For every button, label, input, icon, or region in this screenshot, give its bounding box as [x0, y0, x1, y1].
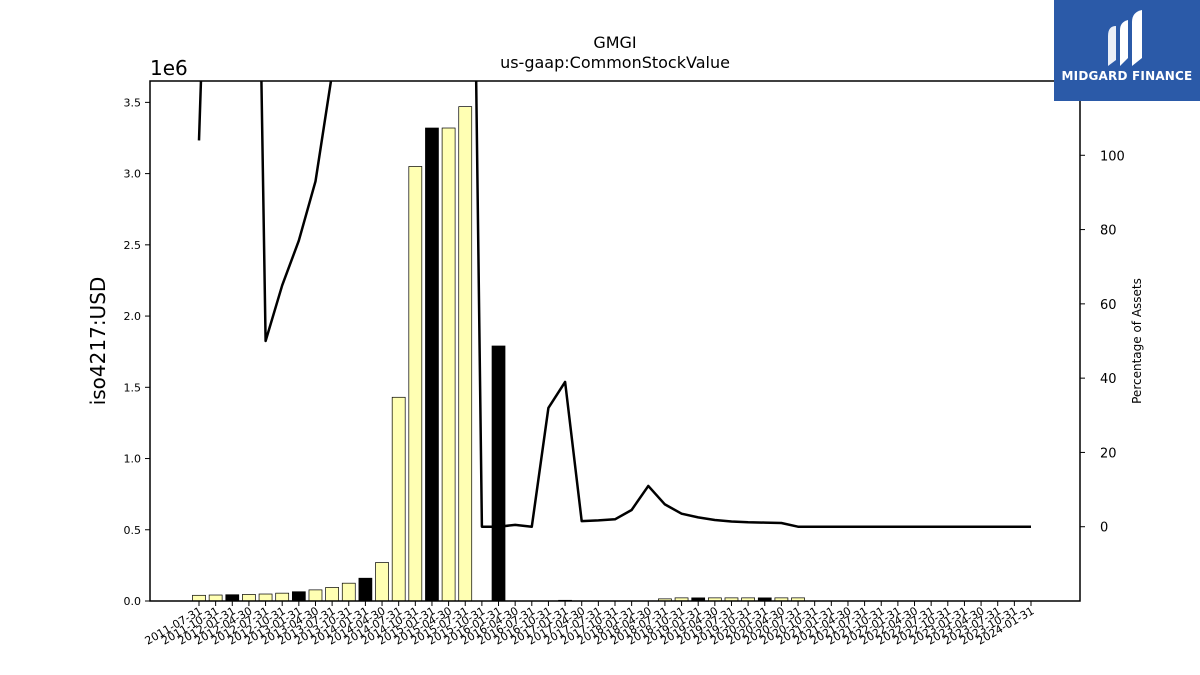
x-axis: 2011-07-312011-10-312012-01-312012-04-30…: [143, 601, 1037, 648]
bar-2019-07-31: [724, 597, 739, 601]
y-tick-label: 3.5: [124, 96, 142, 109]
y-tick-label: 2.5: [124, 239, 142, 252]
bar-2013-01-31: [291, 591, 306, 601]
logo-text: MIDGARD FINANCE: [1061, 69, 1193, 83]
y-tick-label: 2.0: [124, 310, 142, 323]
bar-2012-10-31: [275, 592, 290, 601]
bar-2013-04-30: [308, 589, 323, 601]
bar-2015-07-31: [458, 106, 473, 601]
y2-tick-label: 20: [1100, 446, 1117, 461]
bar-2018-07-31: [658, 598, 672, 601]
bar-2012-07-31: [258, 593, 273, 601]
chart-title: GMGI: [593, 33, 636, 52]
bar-2011-07-31: [192, 594, 206, 601]
y2-tick-label: 100: [1100, 149, 1125, 164]
bar-2019-01-31: [691, 597, 706, 601]
midgard-logo-icon: [1108, 10, 1142, 66]
y2-tick-label: 40: [1100, 372, 1117, 387]
bar-2014-10-31: [408, 166, 423, 601]
bar-2020-01-31: [757, 597, 772, 601]
bar-2012-04-30: [242, 594, 256, 601]
line-group: [197, 81, 1031, 528]
bar-2016-01-31: [491, 345, 506, 601]
y2-tick-label: 80: [1100, 224, 1117, 239]
y-tick-label: 1.0: [124, 453, 142, 466]
y2-tick-label: 60: [1100, 298, 1117, 313]
bar-2019-04-30: [707, 597, 722, 601]
bar-2019-10-31: [741, 597, 755, 601]
bar-2020-04-30: [774, 597, 789, 601]
y-axis-label: iso4217:USD: [86, 277, 110, 406]
y-tick-label: 0.5: [124, 524, 142, 537]
bar-2014-04-30: [375, 562, 389, 601]
y2-axis: 0 20 40 60 80 100: [1080, 149, 1125, 536]
percentage-line: [197, 81, 1031, 528]
bar-2018-10-31: [674, 597, 689, 601]
bar-2012-01-31: [225, 594, 240, 601]
plot-frame: [149, 80, 1081, 602]
bar-2014-01-31: [358, 577, 373, 601]
bar-2015-04-30: [441, 127, 456, 601]
y-axis: 0.0 0.5 1.0 1.5 2.0 2.5 3.0 3.5: [124, 96, 150, 608]
bar-2015-01-31: [425, 127, 439, 601]
bars-group: [192, 106, 805, 601]
chart-subtitle: us-gaap:CommonStockValue: [500, 53, 730, 72]
bar-2013-10-31: [341, 582, 356, 601]
bar-2020-07-31: [791, 597, 805, 601]
y-tick-label: 3.0: [124, 168, 142, 181]
bar-2013-07-31: [325, 587, 339, 601]
bar-2011-10-31: [208, 594, 223, 601]
y2-axis-label: Percentage of Assets: [1130, 278, 1144, 404]
midgard-finance-logo: MIDGARD FINANCE: [1054, 0, 1200, 101]
y-tick-label: 0.0: [124, 595, 142, 608]
y-offset-text: 1e6: [150, 56, 188, 80]
y2-tick-label: 0: [1100, 521, 1108, 536]
y-tick-label: 1.5: [124, 381, 142, 394]
bar-2014-07-31: [391, 396, 406, 601]
